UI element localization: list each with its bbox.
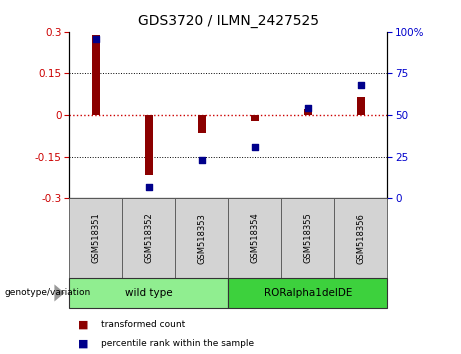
Text: wild type: wild type	[125, 288, 172, 298]
Point	[92, 36, 99, 41]
Text: RORalpha1delDE: RORalpha1delDE	[264, 288, 352, 298]
Text: transformed count: transformed count	[101, 320, 186, 330]
Point	[251, 144, 258, 149]
Bar	[228, 278, 387, 308]
Bar	[145, 115, 153, 175]
Bar	[69, 278, 228, 308]
Polygon shape	[54, 284, 65, 302]
Text: percentile rank within the sample: percentile rank within the sample	[101, 339, 254, 348]
Bar	[304, 109, 312, 115]
Bar	[281, 198, 334, 278]
Text: GSM518354: GSM518354	[250, 213, 259, 263]
Bar	[69, 198, 122, 278]
Bar	[357, 97, 365, 115]
Text: GSM518352: GSM518352	[144, 213, 153, 263]
Bar	[251, 115, 259, 121]
Bar	[175, 198, 228, 278]
Bar	[334, 198, 387, 278]
Text: ■: ■	[78, 320, 89, 330]
Point	[145, 184, 152, 189]
Point	[357, 82, 364, 88]
Text: ■: ■	[78, 338, 89, 348]
Bar	[122, 198, 175, 278]
Title: GDS3720 / ILMN_2427525: GDS3720 / ILMN_2427525	[138, 14, 319, 28]
Text: genotype/variation: genotype/variation	[5, 289, 91, 297]
Bar	[228, 198, 281, 278]
Point	[198, 157, 205, 163]
Bar	[92, 35, 100, 115]
Text: GSM518351: GSM518351	[91, 213, 100, 263]
Point	[304, 105, 311, 111]
Text: GSM518355: GSM518355	[303, 213, 312, 263]
Bar	[198, 115, 206, 133]
Text: GSM518353: GSM518353	[197, 213, 206, 263]
Text: GSM518356: GSM518356	[356, 213, 365, 263]
